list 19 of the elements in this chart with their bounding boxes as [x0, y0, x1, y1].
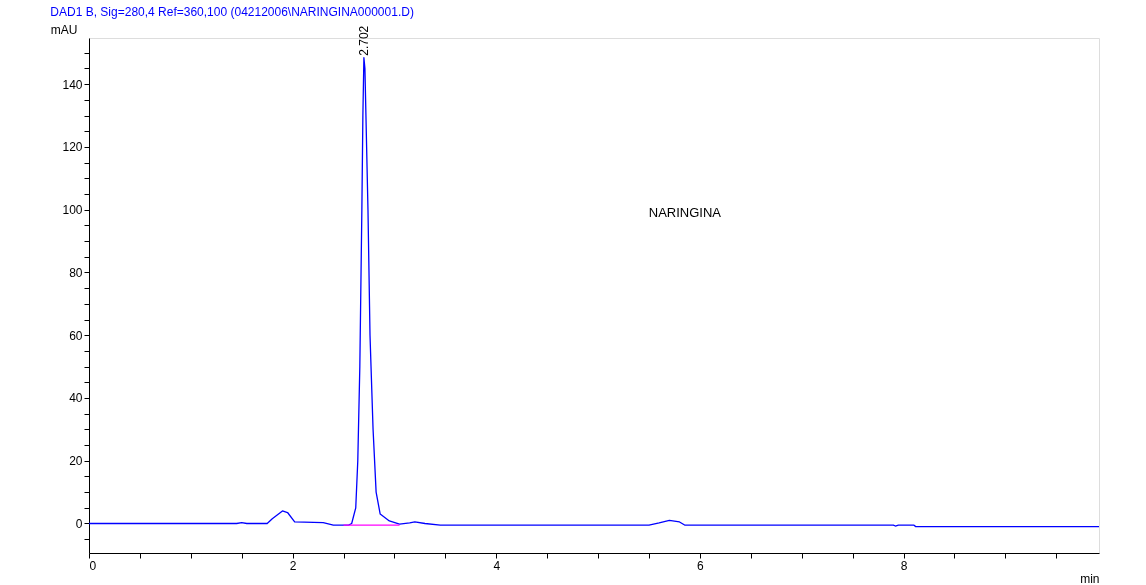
x-tick-label: 0 [89, 558, 97, 573]
y-tick-label: 120 [62, 140, 83, 155]
x-tick-label: 4 [493, 558, 501, 573]
annotation: 2.702 [357, 25, 372, 56]
x-tick-label: 8 [900, 558, 908, 573]
x-axis-title: min [1080, 571, 1100, 585]
y-axis-title: mAU [50, 22, 78, 37]
y-tick-label: 20 [69, 454, 83, 469]
y-tick-label: 0 [75, 517, 83, 531]
annotation: NARINGINA [648, 205, 722, 221]
chart-title: DAD1 B, Sig=280,4 Ref=360,100 (04212006\NARINGINA000001.D) [50, 5, 414, 19]
y-tick-label: 140 [62, 77, 83, 92]
y-tick-label: 40 [69, 391, 83, 406]
line-series [88, 57, 1100, 528]
y-tick-label: 80 [69, 265, 83, 280]
y-tick-label: 60 [69, 328, 83, 343]
x-tick-label: 6 [697, 558, 705, 573]
y-tick-label: 100 [62, 203, 83, 218]
x-tick-label: 2 [289, 558, 297, 573]
